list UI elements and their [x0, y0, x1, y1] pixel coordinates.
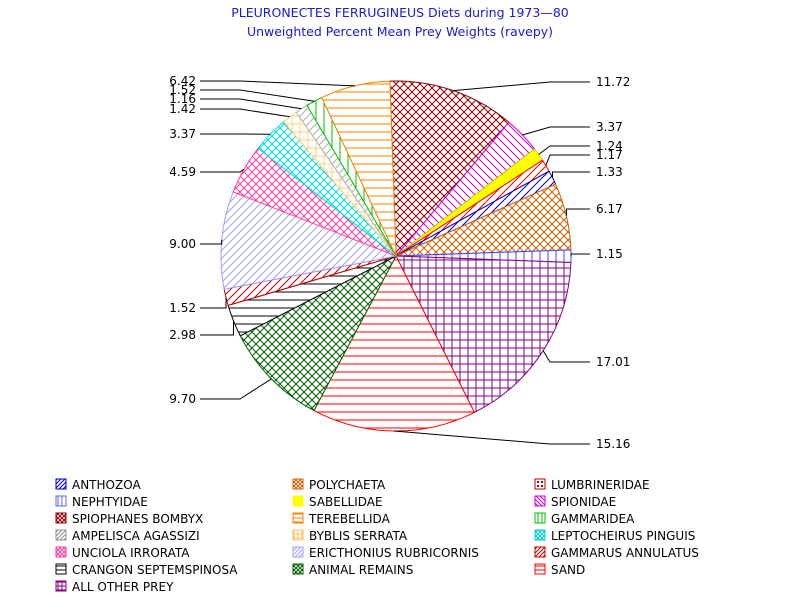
leader-line	[565, 208, 590, 217]
leader-line	[453, 81, 590, 92]
data-label: 1.52	[169, 301, 196, 315]
data-label: 4.59	[169, 165, 196, 179]
leader-line	[393, 430, 590, 445]
data-label: 6.42	[169, 74, 196, 88]
data-label: 17.01	[596, 355, 630, 369]
legend-label: ANTHOZOA	[72, 478, 141, 492]
legend-label: ALL OTHER PREY	[72, 580, 174, 594]
leader-line	[200, 89, 315, 102]
pie-labels: 11.72 3.37 1.241.17 1.33 6.17 1.15 17.01 15.16 9…	[169, 74, 630, 451]
leader-line	[200, 80, 356, 87]
legend-swatch	[55, 512, 67, 524]
data-label: 9.70	[169, 392, 196, 406]
legend-label: SABELLIDAE	[309, 495, 383, 509]
data-label: 1.15	[596, 247, 623, 261]
leader-line	[200, 239, 223, 245]
legend-label: SPIONIDAE	[551, 495, 616, 509]
legend-swatch	[292, 495, 304, 507]
legend-swatch	[534, 478, 546, 490]
legend-label: LUMBRINERIDAE	[551, 478, 650, 492]
leader-line	[542, 350, 590, 363]
legend-label: TEREBELLIDA	[308, 512, 391, 526]
legend-swatch	[292, 563, 304, 575]
legend-swatch	[55, 478, 67, 490]
legend-label: NEPHTYIDAE	[72, 495, 148, 509]
leader-line	[200, 378, 272, 400]
legend-label: SPIOPHANES BOMBYX	[72, 512, 203, 526]
data-label: 1.33	[596, 165, 623, 179]
legend-label: SAND	[551, 563, 585, 577]
legend-swatch	[292, 546, 304, 558]
pie-slice	[395, 255, 572, 414]
data-label: 15.16	[596, 437, 630, 451]
legend-swatch	[292, 529, 304, 541]
data-label: 11.72	[596, 75, 630, 89]
legend-swatch	[55, 529, 67, 541]
leader-line	[522, 126, 590, 136]
data-label: 3.37	[169, 127, 196, 141]
legend-swatch	[55, 495, 67, 507]
legend-label: BYBLIS SERRATA	[309, 529, 408, 543]
legend-swatch	[534, 512, 546, 524]
legend-label: UNCIOLA IRRORATA	[72, 546, 190, 560]
legend-label: GAMMARIDEA	[551, 512, 635, 526]
legend-label: AMPELISCA AGASSIZI	[72, 529, 200, 543]
data-label: 1.42	[169, 102, 196, 116]
legend-swatch	[534, 529, 546, 541]
data-label: 3.37	[596, 120, 623, 134]
legend-swatch	[55, 580, 67, 592]
data-label: 1.52	[169, 83, 196, 97]
chart-subtitle: Unweighted Percent Mean Prey Weights (ra…	[247, 24, 553, 39]
chart-title: PLEURONECTES FERRUGINEUS Diets during 19…	[231, 5, 569, 20]
legend-swatch	[55, 546, 67, 558]
legend-label: ERICTHONIUS RUBRICORNIS	[309, 546, 479, 560]
legend-swatch	[292, 512, 304, 524]
leader-line	[200, 98, 302, 110]
leader-line	[538, 145, 590, 155]
leader-line	[552, 171, 590, 178]
legend-swatch	[292, 478, 304, 490]
legend-label: LEPTOCHEIRUS PINGUIS	[551, 529, 695, 543]
data-label: 2.98	[169, 328, 196, 342]
legend-label: POLYCHAETA	[309, 478, 386, 492]
legend-label: ANIMAL REMAINS	[309, 563, 413, 577]
legend-swatch	[534, 563, 546, 575]
leader-line	[545, 154, 590, 166]
leader-line	[200, 168, 245, 173]
data-label: 9.00	[169, 237, 196, 251]
legend-swatch	[55, 563, 67, 575]
data-label: 1.24	[596, 139, 623, 153]
leader-line	[200, 297, 227, 309]
data-label: 1.17	[596, 148, 623, 162]
pie-slice	[239, 254, 398, 412]
leader-line	[570, 253, 590, 257]
legend-label: GAMMARUS ANNULATUS	[551, 546, 699, 560]
legend: ANTHOZOA POLYCHAETA LUMBRINERIDAE NEPHTYIDA…	[55, 478, 699, 594]
data-label: 6.17	[596, 202, 623, 216]
leader-line	[200, 108, 290, 118]
data-label: 1.16	[169, 92, 196, 106]
pie-slice	[313, 254, 476, 432]
legend-swatch	[534, 495, 546, 507]
pie-slice	[389, 80, 510, 258]
legend-label: CRANGON SEPTEMSPINOSA	[72, 563, 238, 577]
pie-slices	[220, 80, 572, 432]
legend-swatch	[534, 546, 546, 558]
leader-line	[200, 320, 234, 336]
